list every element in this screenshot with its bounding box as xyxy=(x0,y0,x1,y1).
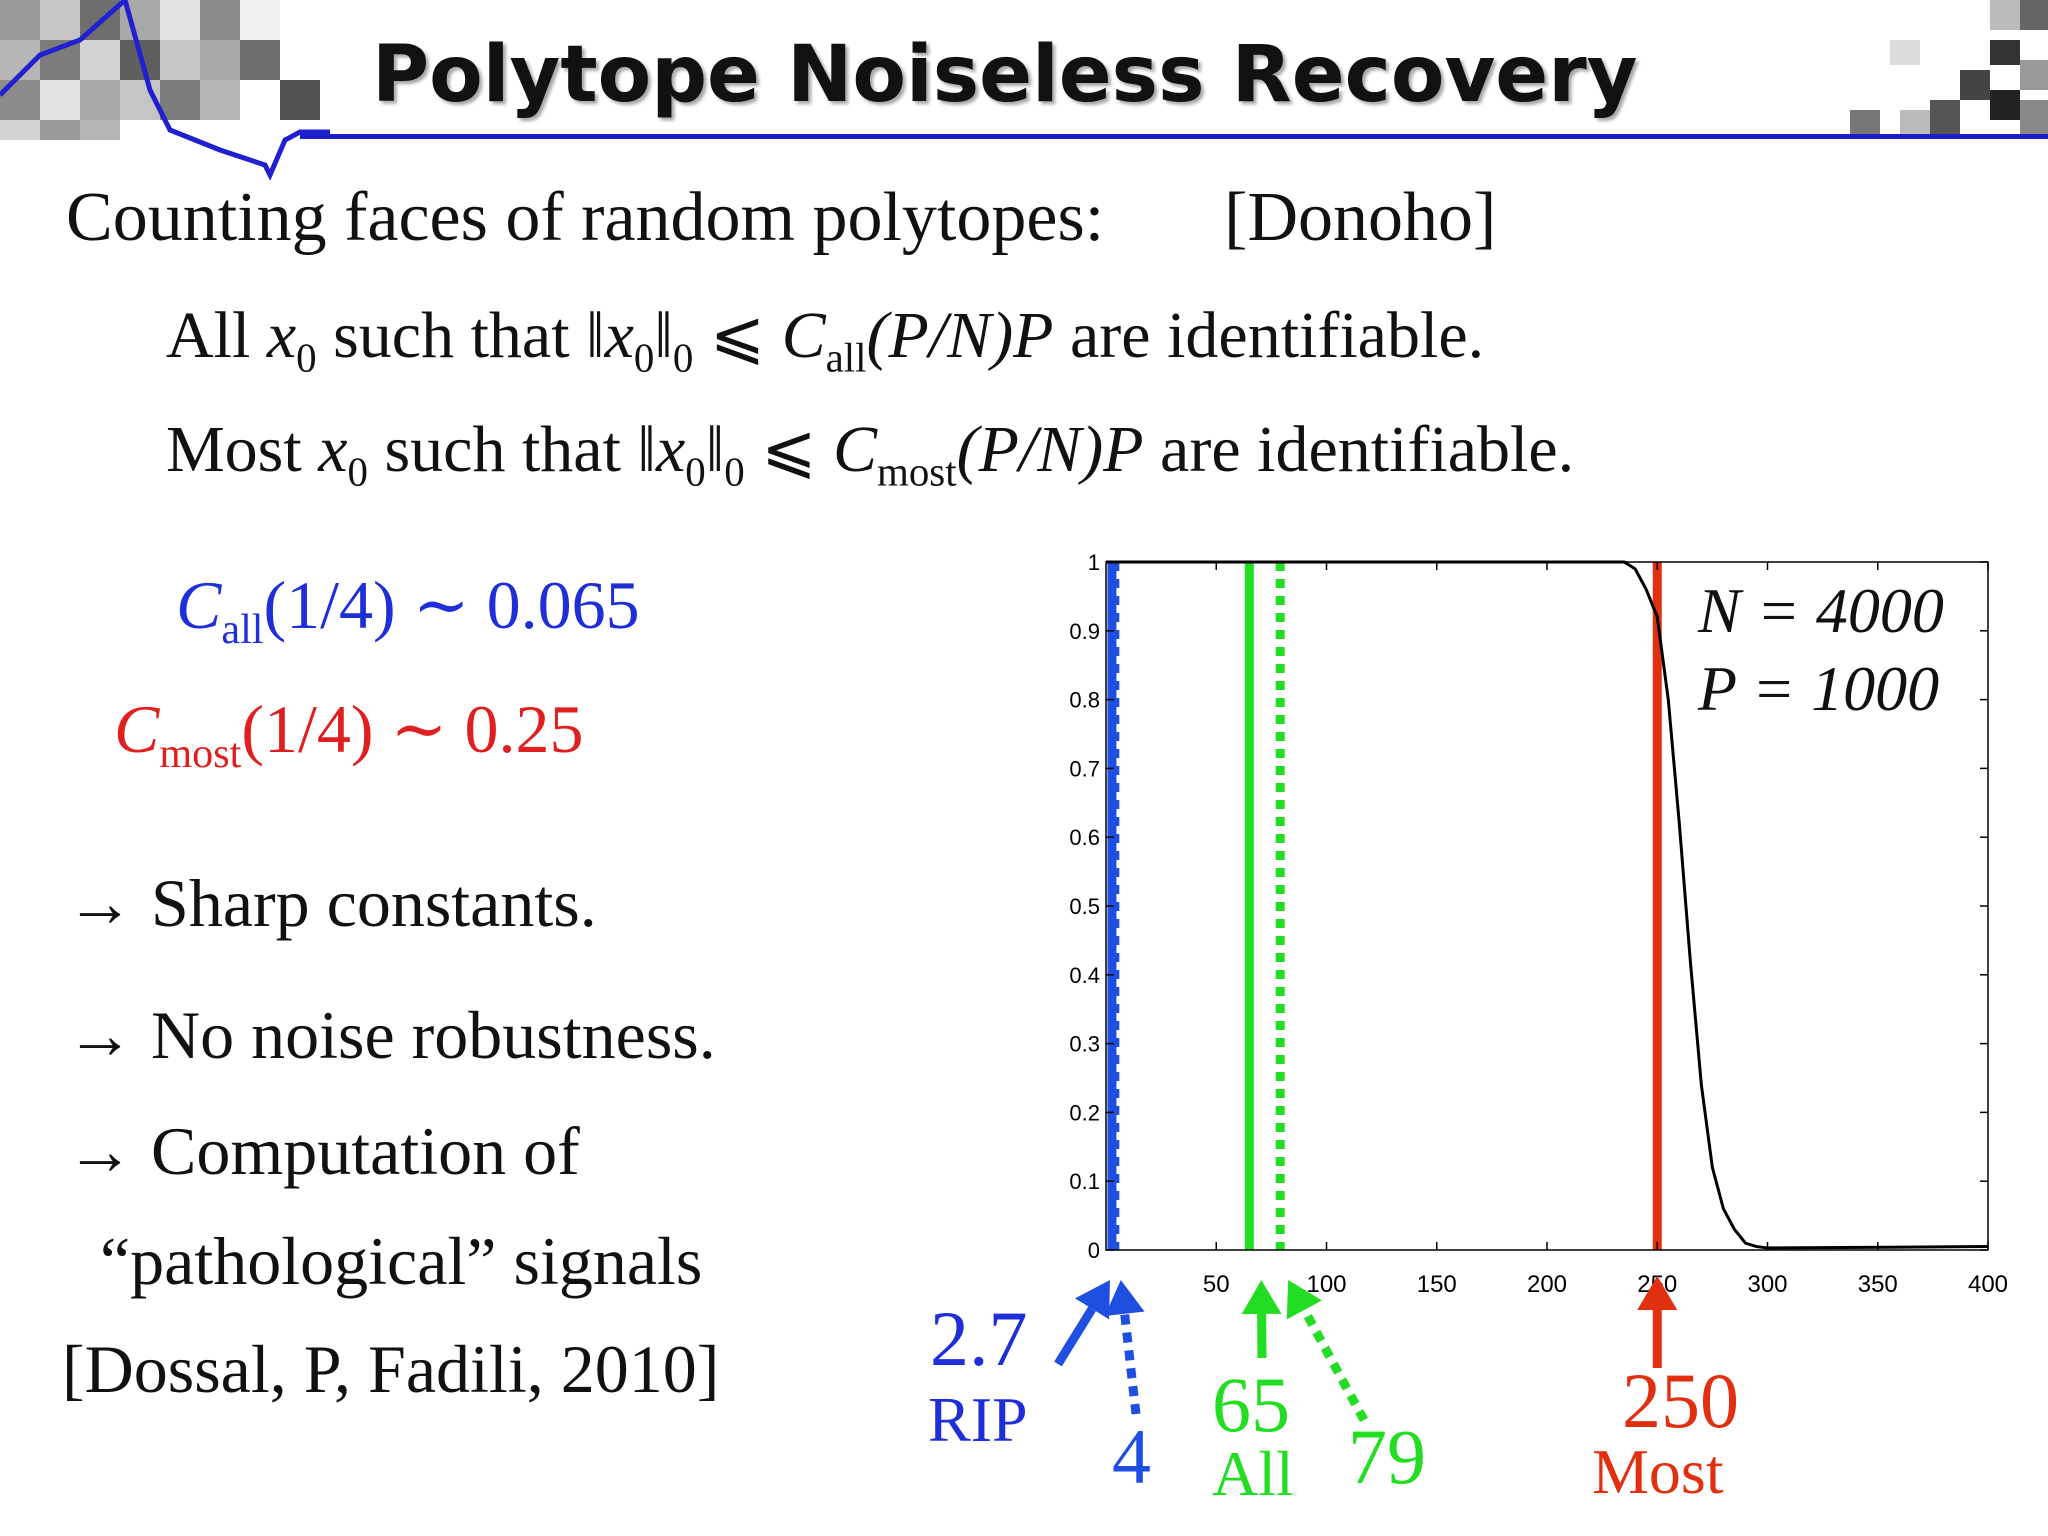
most-condition-line: Most x0 such that ‖x0‖0 ⩽ Cmost(P/N)P ar… xyxy=(166,410,1574,495)
title-rule xyxy=(300,134,2048,139)
most-var-sub: 0 xyxy=(347,449,368,495)
most-leq: ⩽ xyxy=(761,413,817,486)
y-tick-label: 0.7 xyxy=(1069,756,1100,781)
c-most-C: C xyxy=(114,691,160,767)
c-all-value: Call(1/4) ∼ 0.065 xyxy=(176,566,640,654)
all-mid: such that xyxy=(333,299,570,372)
chart-legend: N = 4000 P = 1000 xyxy=(1698,572,1944,728)
most-tail: (P/N)P xyxy=(956,413,1144,486)
legend-n: N = 4000 xyxy=(1698,575,1944,646)
bullet-continuation: “pathological” signals xyxy=(100,1223,703,1299)
intro-line: Counting faces of random polytopes: [Dono… xyxy=(66,178,1496,258)
all-C: C xyxy=(781,299,826,372)
arrow-all-head xyxy=(1241,1280,1282,1315)
all-var-sub: 0 xyxy=(296,335,317,381)
c-all-number: 0.065 xyxy=(486,567,640,643)
y-tick-label: 0.4 xyxy=(1069,963,1100,988)
probability-curve xyxy=(1106,560,1989,1250)
x-tick-label: 350 xyxy=(1858,1271,1898,1298)
arrow-79-shaft xyxy=(1300,1307,1368,1423)
most-norm-open: ‖ xyxy=(637,413,656,486)
most-C: C xyxy=(833,413,878,486)
all-condition-line: All x0 such that ‖x0‖0 ⩽ Call(P/N)P are … xyxy=(166,296,1484,381)
y-tick-label: 0.6 xyxy=(1069,825,1100,850)
intro-text: Counting faces of random polytopes: xyxy=(66,179,1105,256)
arrow-rip-shaft xyxy=(1054,1306,1096,1367)
bullet-noise: → No noise robustness. xyxy=(66,997,716,1073)
annot-most-text: Most xyxy=(1592,1436,1724,1507)
all-norm-sub: 0 xyxy=(672,335,694,381)
y-tick-label: 0.2 xyxy=(1069,1100,1100,1125)
arrow-4-shaft xyxy=(1120,1313,1141,1415)
x-tick-label: 200 xyxy=(1527,1271,1567,1298)
most-norm-close: ‖ xyxy=(705,413,725,486)
y-tick-label: 0 xyxy=(1088,1238,1100,1263)
c-most-sub: most xyxy=(159,729,242,777)
reference: [Dossal, P, Fadili, 2010] xyxy=(62,1331,720,1407)
y-tick-label: 0.5 xyxy=(1069,894,1100,919)
c-all-C: C xyxy=(176,567,222,643)
annot-rip-value: 2.7 xyxy=(930,1295,1028,1382)
most-end: are identifiable. xyxy=(1160,413,1575,486)
y-tick-label: 0.1 xyxy=(1069,1169,1100,1194)
c-most-number: 0.25 xyxy=(464,691,584,767)
all-norm-var-sub: 0 xyxy=(633,335,655,381)
annot-all-text: All xyxy=(1212,1438,1294,1509)
y-tick-label: 0.3 xyxy=(1069,1032,1100,1057)
bullet-computation: → Computation of xyxy=(66,1113,580,1189)
all-var: x xyxy=(266,299,297,372)
arrow-rip-head xyxy=(1075,1280,1110,1320)
all-norm-var: x xyxy=(604,299,634,372)
c-all-sub: all xyxy=(221,605,264,653)
annot-all-value: 65 xyxy=(1212,1361,1290,1448)
c-all-arg: (1/4) xyxy=(263,567,396,643)
x-tick-label: 400 xyxy=(1968,1271,2008,1298)
most-norm-var: x xyxy=(655,413,686,486)
corner-mosaic-decoration xyxy=(0,0,330,180)
arrow-most-head xyxy=(1637,1276,1678,1310)
x-tick-label: 50 xyxy=(1203,1271,1230,1298)
slide-title: Polytope Noiseless Recovery xyxy=(372,30,1638,120)
arrow-79-head xyxy=(1286,1280,1322,1320)
y-tick-label: 0.8 xyxy=(1069,688,1100,713)
c-most-arg: (1/4) xyxy=(241,691,374,767)
citation: [Donoho] xyxy=(1224,179,1497,256)
most-word: Most xyxy=(166,413,302,486)
all-norm-open: ‖ xyxy=(586,299,605,372)
all-C-sub: all xyxy=(825,335,867,381)
y-tick-label: 0.9 xyxy=(1069,619,1100,644)
y-tick-label: 1 xyxy=(1088,550,1100,575)
most-var: x xyxy=(318,413,348,486)
all-tail: (P/N)P xyxy=(866,299,1054,372)
most-norm-var-sub: 0 xyxy=(685,449,706,495)
most-mid: such that xyxy=(384,413,621,486)
all-leq: ⩽ xyxy=(709,299,766,372)
legend-p: P = 1000 xyxy=(1698,653,1940,725)
bullet-sharp: → Sharp constants. xyxy=(66,865,597,941)
most-C-sub: most xyxy=(877,449,957,495)
all-word: All xyxy=(166,299,251,372)
x-tick-label: 100 xyxy=(1306,1271,1346,1298)
x-tick-label: 300 xyxy=(1747,1271,1787,1298)
corner-mosaic-decoration-right xyxy=(1850,0,2048,135)
x-tick-label: 150 xyxy=(1417,1271,1457,1298)
all-norm-close: ‖ xyxy=(654,299,673,372)
annot-79-value: 79 xyxy=(1348,1413,1426,1500)
arrow-4-head xyxy=(1104,1280,1145,1317)
c-most-value: Cmost(1/4) ∼ 0.25 xyxy=(114,690,584,778)
annot-rip-text: RIP xyxy=(928,1384,1028,1455)
plot-frame xyxy=(1105,561,1989,1251)
c-all-sim: ∼ xyxy=(412,567,470,643)
annot-most-value: 250 xyxy=(1622,1357,1739,1444)
most-norm-sub: 0 xyxy=(724,449,745,495)
all-end: are identifiable. xyxy=(1070,299,1485,372)
c-most-sim: ∼ xyxy=(390,691,448,767)
annot-4-value: 4 xyxy=(1112,1413,1151,1500)
